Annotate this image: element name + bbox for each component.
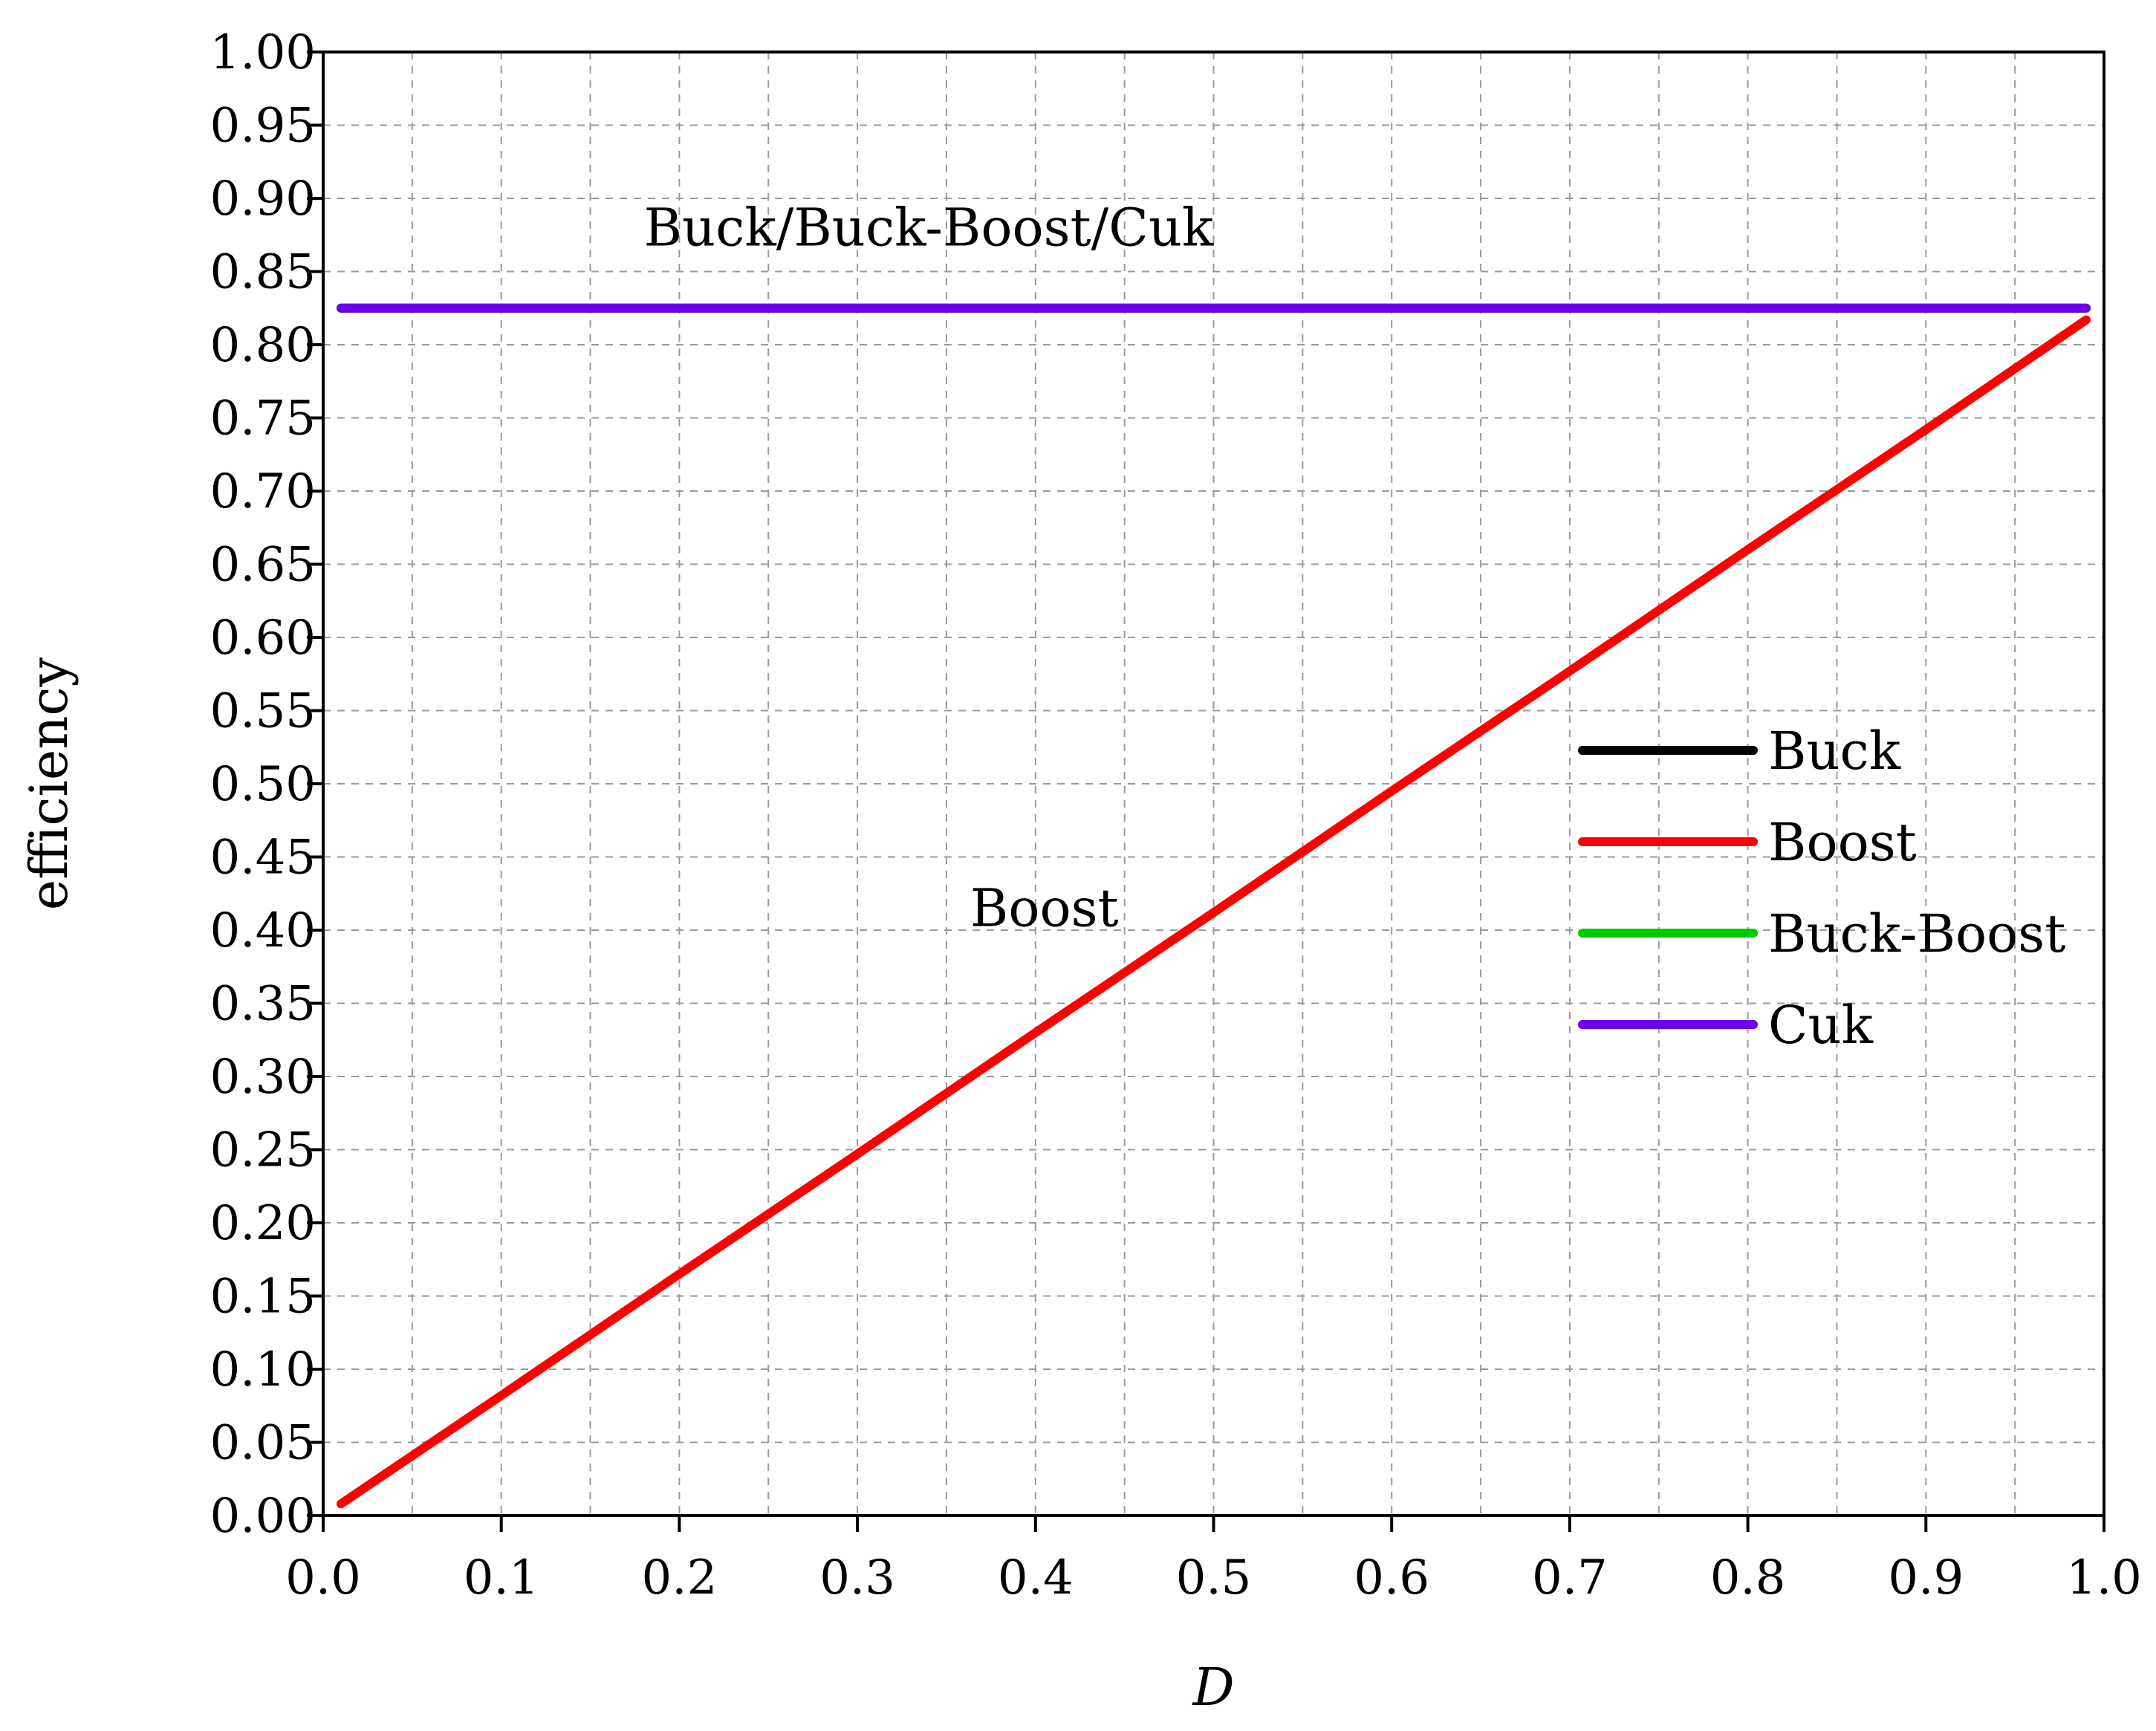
- y-tick-label: 0.00: [210, 1489, 316, 1544]
- annotation-label: Buck/Buck-Boost/Cuk: [644, 197, 1214, 258]
- x-tick-label: 0.7: [1532, 1550, 1608, 1605]
- legend-label: Boost: [1768, 812, 1917, 873]
- y-tick-label: 0.90: [210, 172, 316, 227]
- x-tick-label: 0.4: [998, 1550, 1074, 1605]
- y-tick-label: 0.50: [210, 757, 316, 812]
- axis-ticks: 0.0 0.1 0.2 0.3 0.4 0.5 0.6 0.7 0.8 0.9 1.0 0.00 0.0…: [210, 25, 2142, 1605]
- legend-label: Buck: [1768, 721, 1901, 782]
- x-tick-label: 0.6: [1354, 1550, 1429, 1605]
- y-tick-label: 0.10: [210, 1342, 316, 1397]
- x-tick-label: 0.8: [1710, 1550, 1786, 1605]
- y-tick-label: 0.25: [210, 1123, 316, 1178]
- legend-label: Buck-Boost: [1768, 903, 2065, 964]
- y-tick-label: 0.05: [210, 1416, 316, 1471]
- x-tick-label: 0.5: [1176, 1550, 1252, 1605]
- x-tick-label: 0.9: [1888, 1550, 1964, 1605]
- y-tick-label: 0.15: [210, 1270, 316, 1325]
- y-tick-label: 0.80: [210, 318, 316, 373]
- y-tick-label: 0.85: [210, 245, 316, 300]
- x-tick-label: 1.0: [2066, 1550, 2142, 1605]
- y-tick-label: 0.30: [210, 1050, 316, 1105]
- series-line-boost: [336, 315, 2091, 1509]
- y-tick-label: 0.65: [210, 538, 316, 593]
- y-tick-label: 0.60: [210, 611, 316, 666]
- legend: Buck Boost Buck-Boost Cuk: [1578, 721, 2065, 1056]
- grid: [323, 52, 2104, 1516]
- annotation-label: Boost: [970, 877, 1119, 938]
- y-axis-title: efficiency: [19, 657, 79, 910]
- y-tick-label: 0.75: [210, 392, 316, 446]
- series-layer: [336, 303, 2091, 1509]
- y-tick-label: 0.70: [210, 464, 316, 519]
- legend-label: Cuk: [1768, 995, 1874, 1056]
- y-tick-label: 0.40: [210, 903, 316, 958]
- y-tick-label: 0.35: [210, 977, 316, 1032]
- y-tick-label: 0.45: [210, 831, 316, 886]
- x-axis-title: D: [1191, 1657, 1234, 1718]
- x-tick-label: 0.2: [642, 1550, 718, 1605]
- y-tick-label: 0.20: [210, 1196, 316, 1251]
- x-tick-label: 0.0: [285, 1550, 361, 1605]
- x-tick-label: 0.3: [819, 1550, 895, 1605]
- y-tick-label: 0.55: [210, 684, 316, 739]
- y-tick-label: 1.00: [210, 25, 316, 80]
- annotations: Buck/Buck-Boost/Cuk Boost: [644, 197, 1214, 938]
- x-tick-label: 0.1: [464, 1550, 539, 1605]
- y-tick-label: 0.95: [210, 99, 316, 154]
